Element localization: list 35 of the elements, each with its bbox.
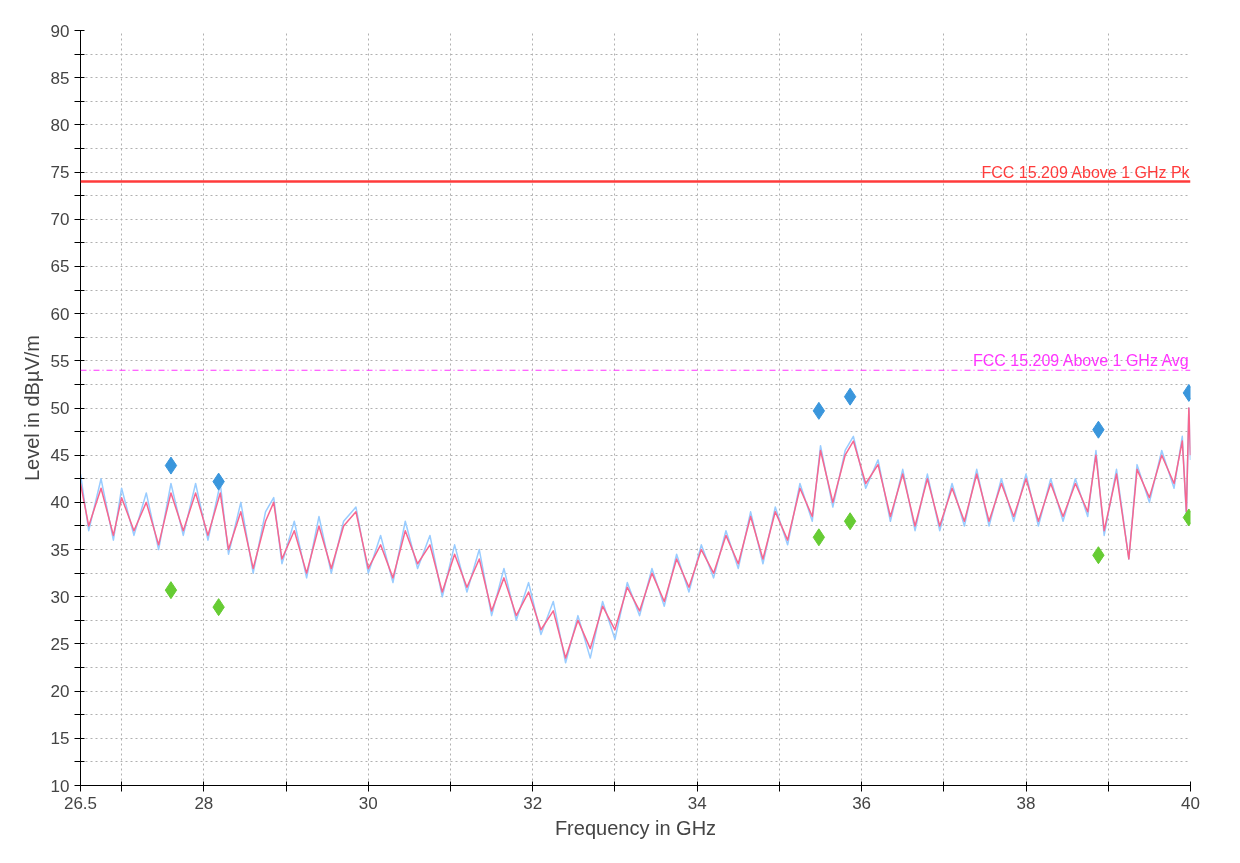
- y-tick-label: 90: [50, 21, 70, 41]
- y-tick-label: 85: [50, 68, 70, 88]
- x-tick-label: 26.5: [63, 793, 98, 813]
- point: [164, 456, 178, 475]
- x-axis-title: Frequency in GHz: [554, 816, 717, 839]
- point: [843, 512, 857, 531]
- y-tick-label: 50: [50, 399, 70, 418]
- x-tick-label: 30: [358, 793, 378, 813]
- y-tick-label: 65: [50, 257, 70, 277]
- y-tick-label: 70: [50, 210, 70, 230]
- x-tick-label: 28: [194, 793, 214, 813]
- y-tick-label: 80: [50, 115, 70, 135]
- y-tick-label: 40: [50, 493, 70, 513]
- point: [812, 401, 826, 420]
- x-tick-label: 40: [1181, 793, 1200, 813]
- y-tick-label: 35: [50, 540, 70, 560]
- ref-line-label: FCC 15.209 Above 1 GHz Pk: [981, 163, 1191, 181]
- y-tick-label: 45: [50, 446, 70, 466]
- y-axis-title: Level in dBµV/m: [20, 334, 43, 482]
- point: [812, 528, 826, 547]
- x-tick-label: 32: [523, 793, 543, 813]
- y-tick-label: 30: [50, 587, 70, 607]
- x-tick-label: 36: [852, 793, 872, 813]
- ref-line-label: FCC 15.209 Above 1 GHz Avg: [972, 352, 1189, 370]
- x-tick-label: 38: [1016, 793, 1036, 813]
- point: [164, 581, 178, 600]
- y-tick-label: 60: [50, 304, 70, 324]
- y-tick-label: 75: [50, 163, 70, 183]
- y-tick-label: 20: [50, 682, 70, 702]
- y-tick-label: 15: [50, 729, 70, 749]
- y-tick-label: 10: [50, 776, 70, 796]
- y-tick-label: 25: [50, 634, 70, 654]
- x-tick-label: 34: [687, 793, 707, 813]
- y-tick-label: 55: [50, 351, 70, 371]
- point: [843, 387, 857, 406]
